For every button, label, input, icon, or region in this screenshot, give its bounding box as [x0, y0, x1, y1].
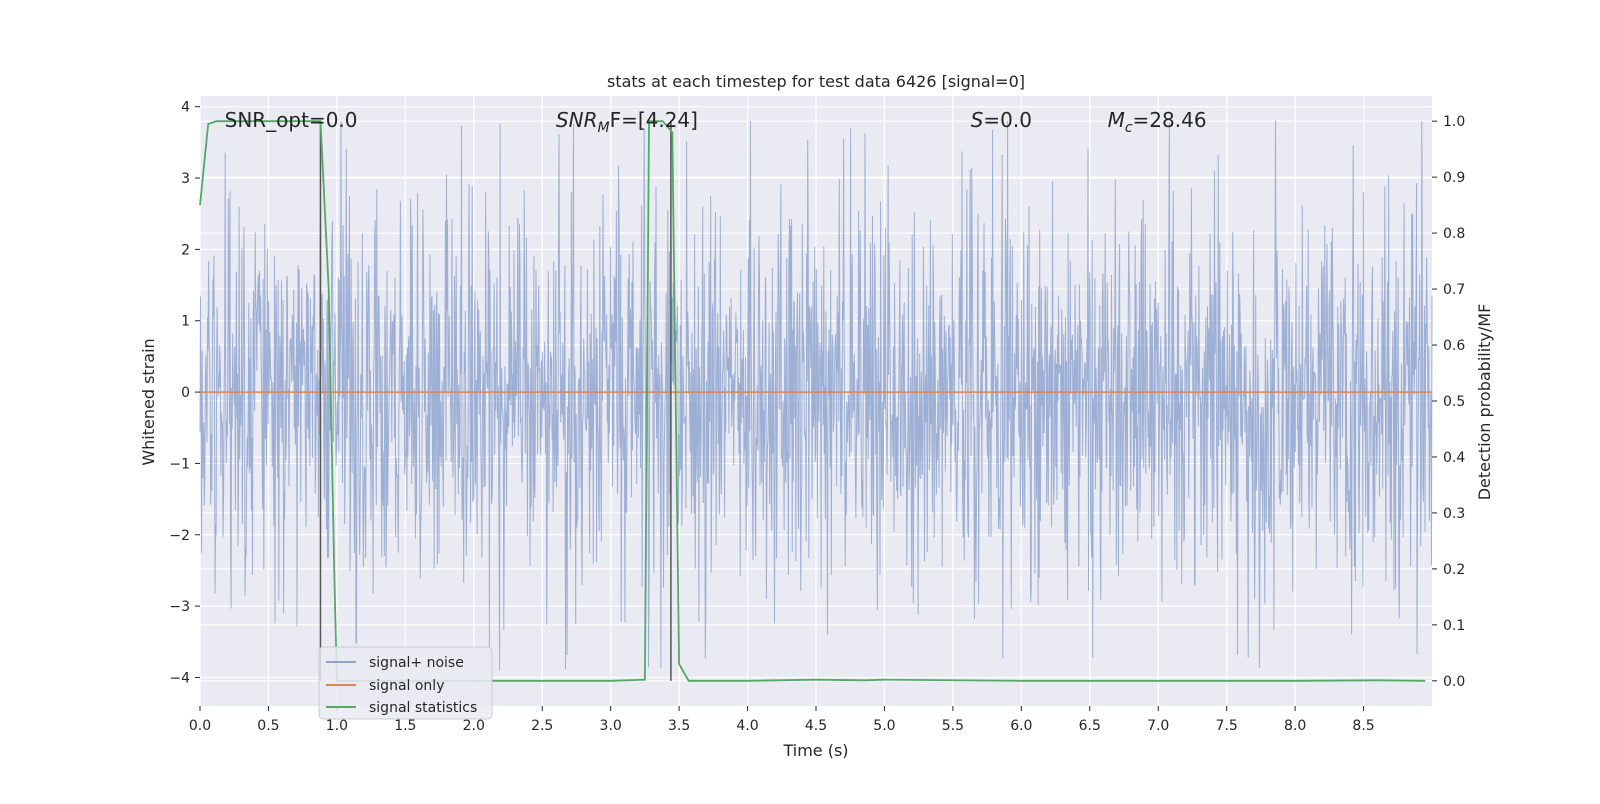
x-tick-label: 3.5	[668, 718, 690, 734]
y2-tick-label: 1.0	[1443, 114, 1465, 130]
x-tick-label: 8.5	[1352, 718, 1374, 734]
y2-tick-label: 0.3	[1443, 506, 1465, 522]
legend-label-signal-statistics: signal statistics	[369, 700, 477, 716]
annotation: SNRMF=[4.24]	[556, 108, 698, 136]
y2-tick-label: 0.4	[1443, 450, 1465, 466]
y2-tick-label: 0.9	[1443, 170, 1465, 186]
signal-statistics-line	[199, 120, 1426, 682]
y-tick-label: −2	[169, 528, 190, 544]
y-tick-label: 4	[181, 100, 190, 116]
y2-tick-label: 0.1	[1443, 618, 1465, 634]
noise-line	[199, 120, 1433, 671]
y2-tick-label: 0.5	[1443, 394, 1465, 410]
x-tick-label: 2.0	[463, 718, 485, 734]
annotation: Mc=28.46	[1108, 108, 1207, 136]
x-tick-label: 8.0	[1284, 718, 1306, 734]
x-tick-label: 4.0	[736, 718, 758, 734]
chart-title: stats at each timestep for test data 642…	[607, 72, 1025, 91]
x-tick-label: 5.0	[873, 718, 895, 734]
y-tick-label: 2	[181, 242, 190, 258]
legend-label-signal-only: signal only	[369, 678, 444, 694]
x-tick-label: 6.5	[1079, 718, 1101, 734]
series-signal-noise	[199, 120, 1433, 671]
y-tick-label: 1	[181, 314, 190, 330]
axes: 0.0 0.5 1.0 1.5 2.0 2.5 3.0 3.5 4.0 4.5 5.0 5.5 6.0 6…	[169, 100, 1465, 734]
y2-axis-label: Detection probability/MF	[1475, 304, 1494, 501]
legend-label-signal-noise: signal+ noise	[369, 655, 464, 671]
y2-tick-label: 0.8	[1443, 226, 1465, 242]
y-axis-label: Whitened strain	[139, 338, 158, 465]
x-tick-label: 3.0	[600, 718, 622, 734]
x-tick-label: 0.0	[189, 718, 211, 734]
x-tick-label: 6.0	[1010, 718, 1032, 734]
y-tick-label: −4	[169, 670, 190, 686]
y-tick-label: 3	[181, 171, 190, 187]
x-tick-label: 7.0	[1147, 718, 1169, 734]
series-lines	[199, 120, 1432, 682]
annotation: SNR_opt=0.0	[225, 108, 358, 132]
annotation: S=0.0	[971, 108, 1032, 132]
legend: signal+ noise signal only signal statist…	[318, 646, 493, 720]
y2-tick-label: 0.0	[1443, 674, 1465, 690]
x-tick-label: 1.5	[394, 718, 416, 734]
x-tick-label: 0.5	[257, 718, 279, 734]
x-tick-label: 7.5	[1216, 718, 1238, 734]
y-tick-label: −3	[169, 599, 190, 615]
x-tick-label: 2.5	[531, 718, 553, 734]
y2-tick-label: 0.2	[1443, 562, 1465, 578]
y2-tick-label: 0.6	[1443, 338, 1465, 354]
legend-box	[318, 646, 493, 720]
x-tick-label: 1.0	[326, 718, 348, 734]
x-axis-label: Time (s)	[782, 741, 848, 760]
x-tick-label: 5.5	[942, 718, 964, 734]
y-tick-label: −1	[169, 456, 190, 472]
y2-tick-label: 0.7	[1443, 282, 1465, 298]
annotations: SNR_opt=0.0 SNRMF=[4.24] S=0.0 Mc=28.46	[225, 108, 1207, 136]
y-tick-label: 0	[181, 385, 190, 401]
x-tick-label: 4.5	[805, 718, 827, 734]
